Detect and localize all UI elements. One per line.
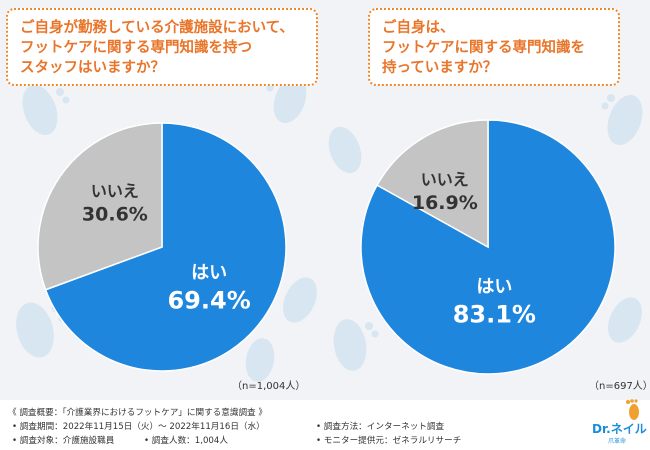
survey-method: • 調査方法：インターネット調査 xyxy=(316,422,445,432)
footprint-decoration xyxy=(328,94,643,371)
survey-title: 《 調査概要：「介護業界におけるフットケア」に関する意識調査 》 xyxy=(8,408,267,418)
pie-slice-no xyxy=(376,119,489,249)
slice-value-yes: 69.4% xyxy=(167,287,250,315)
slice-value-yes: 83.1% xyxy=(453,300,536,328)
pie-slice-no xyxy=(37,122,163,291)
slice-label-yes: はい xyxy=(476,276,512,297)
pie-slice-yes xyxy=(44,122,287,372)
brand-logo: Dr.ネイル 爪革命 xyxy=(590,398,648,448)
question-box-right: ご自身は、 フットケアに関する専門知識を 持っていますか？ xyxy=(368,8,620,86)
slice-value-no: 30.6% xyxy=(82,203,148,225)
survey-target: • 調査対象：介護施設職員 xyxy=(12,436,115,446)
sample-size-right: （n=697人） xyxy=(589,381,650,392)
pie-slice-yes xyxy=(360,119,616,375)
slice-value-no: 16.9% xyxy=(412,192,478,214)
question-box-left: ご自身が勤務している介護施設において、 フットケアに関する専門知識を持つ スタッ… xyxy=(6,8,318,86)
slice-label-no: いいえ xyxy=(421,170,469,189)
slice-label-yes: はい xyxy=(191,263,227,284)
survey-count: • 調査人数：1,004人 xyxy=(144,436,228,446)
slice-label-no: いいえ xyxy=(91,181,139,200)
logo-text: Dr.ネイル xyxy=(592,422,647,436)
footprint-logo-icon xyxy=(626,399,639,420)
sample-size-left: （n=1,004人） xyxy=(232,381,306,392)
pie-chart-right: はい 83.1% いいえ 16.9% xyxy=(360,119,616,375)
right-chart-panel: ご自身は、 フットケアに関する専門知識を 持っていますか？ はい 83.1% いいえ… xyxy=(325,0,650,400)
pie-chart-left: はい 69.4% いいえ 30.6% xyxy=(37,122,287,372)
logo-subtext: 爪革命 xyxy=(608,438,627,445)
survey-period: • 調査期間：2022年11月15日（火）～ 2022年11月16日（水） xyxy=(12,422,265,432)
survey-footer: 《 調査概要：「介護業界におけるフットケア」に関する意識調査 》 • 調査期間：… xyxy=(0,400,650,450)
survey-monitor: • モニター提供元：ゼネラルリサーチ xyxy=(316,436,462,446)
left-chart-panel: ご自身が勤務している介護施設において、 フットケアに関する専門知識を持つ スタッ… xyxy=(0,0,325,400)
